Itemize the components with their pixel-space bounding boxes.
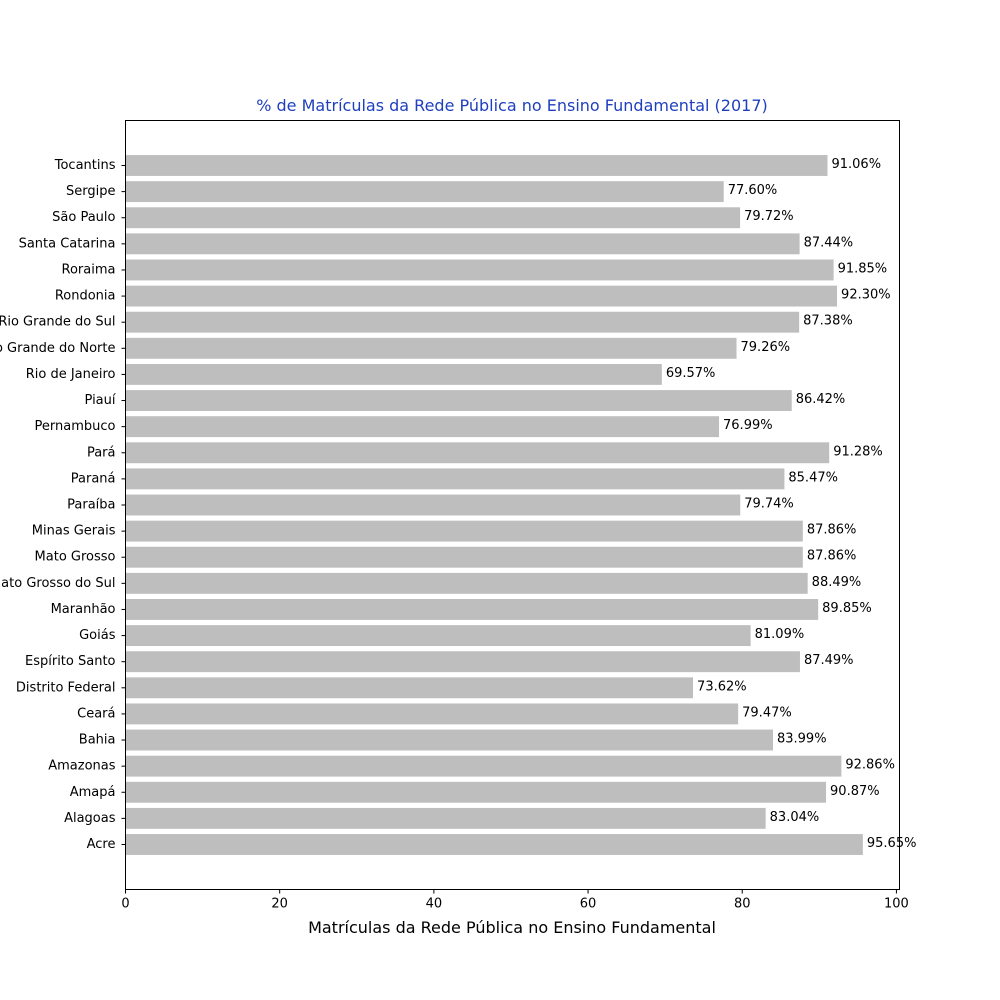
category-label: Rio Grande do Norte: [0, 341, 116, 356]
chart-title: % de Matrículas da Rede Pública no Ensin…: [256, 96, 768, 115]
category-label: Paraíba: [67, 498, 115, 513]
bar: [125, 572, 808, 594]
category-label: Piauí: [85, 393, 116, 408]
data-label: 85.47%: [788, 470, 838, 485]
bar: [125, 155, 828, 176]
x-tick-label: 0: [121, 897, 129, 912]
category-label: Mato Grosso: [35, 550, 116, 565]
data-label: 83.99%: [777, 732, 827, 747]
category-label: Santa Catarina: [19, 236, 116, 251]
x-tick-label: 100: [884, 897, 909, 912]
data-label: 83.04%: [770, 810, 820, 825]
x-axis-ticks: 0 20 40 60 80 100: [121, 889, 909, 912]
bar: [125, 729, 773, 751]
bar: [125, 755, 842, 777]
x-tick-label: 60: [580, 897, 597, 912]
category-label: Roraima: [62, 262, 116, 277]
data-label: 87.44%: [804, 235, 854, 250]
category-label: São Paulo: [52, 210, 115, 225]
category-label: Ceará: [77, 706, 115, 721]
category-label: Maranhão: [51, 602, 116, 617]
data-label: 79.74%: [744, 497, 794, 512]
x-tick-label: 80: [734, 897, 751, 912]
category-label: Rio Grande do Sul: [0, 315, 116, 330]
bar: [125, 468, 785, 490]
bar: [125, 546, 803, 568]
data-label: 91.06%: [831, 157, 881, 172]
category-label: Acre: [87, 837, 116, 852]
bar: [125, 807, 766, 829]
data-label: 79.47%: [742, 705, 792, 720]
data-label: 91.85%: [838, 261, 888, 276]
bar: [125, 285, 838, 307]
data-label: 88.49%: [812, 575, 862, 590]
data-label: 92.30%: [841, 288, 891, 303]
bars-group: [125, 155, 863, 855]
category-label: Tocantins: [54, 158, 116, 173]
data-label: 87.86%: [807, 549, 857, 564]
bar: [125, 677, 694, 699]
bar: [125, 259, 834, 281]
data-label: 79.72%: [744, 209, 794, 224]
category-labels: Acre Alagoas Amapá Amazonas Bahia Ceará Distri…: [0, 158, 126, 852]
category-label: Distrito Federal: [16, 680, 116, 695]
data-label: 92.86%: [845, 758, 895, 773]
category-label: Amazonas: [48, 759, 116, 774]
category-label: Amapá: [70, 785, 116, 800]
data-label: 87.38%: [803, 314, 853, 329]
data-label: 79.26%: [741, 340, 791, 355]
bar: [125, 599, 819, 620]
bar: [125, 834, 863, 855]
bar: [125, 233, 800, 255]
x-tick-label: 40: [426, 897, 443, 912]
bar: [125, 494, 741, 516]
category-label: Goiás: [79, 628, 116, 643]
category-label: Rio de Janeiro: [26, 367, 116, 382]
bar: [125, 520, 803, 542]
bar: [125, 416, 720, 438]
category-label: Mato Grosso do Sul: [0, 576, 116, 591]
plot-frame: [125, 120, 900, 890]
category-label: Minas Gerais: [32, 524, 116, 539]
category-label: Pará: [87, 445, 116, 460]
data-label: 86.42%: [796, 392, 846, 407]
bar: [125, 442, 830, 464]
category-label: Rondonia: [55, 289, 116, 304]
data-label: 95.65%: [867, 836, 917, 851]
bar: [125, 181, 724, 203]
bar: [125, 390, 792, 411]
data-label: 81.09%: [755, 627, 805, 642]
data-label: 90.87%: [830, 784, 880, 799]
bar: [125, 625, 751, 647]
data-label: 69.57%: [666, 366, 716, 381]
x-axis-label: Matrículas da Rede Pública no Ensino Fun…: [308, 918, 716, 937]
bar: [125, 781, 827, 803]
category-label: Alagoas: [64, 811, 116, 826]
data-label: 76.99%: [723, 418, 773, 433]
category-label: Pernambuco: [35, 419, 116, 434]
bar: [125, 651, 800, 673]
category-label: Sergipe: [66, 184, 115, 199]
data-label: 73.62%: [697, 679, 747, 694]
bar: [125, 311, 800, 333]
category-label: Bahia: [79, 733, 116, 748]
data-label: 89.85%: [822, 601, 872, 616]
data-label: 87.86%: [807, 523, 857, 538]
bar: [125, 337, 737, 359]
bar: [125, 207, 741, 229]
data-label: 87.49%: [804, 653, 854, 668]
value-labels: 95.65% 83.04% 90.87% 92.86% 83.99% 79.47% 73.6…: [666, 157, 917, 851]
category-label: Paraná: [71, 471, 116, 486]
data-label: 91.28%: [833, 444, 883, 459]
x-tick-label: 20: [271, 897, 288, 912]
bar: [125, 703, 739, 725]
data-label: 77.60%: [728, 183, 778, 198]
bar: [125, 363, 662, 385]
category-label: Espírito Santo: [25, 654, 116, 669]
